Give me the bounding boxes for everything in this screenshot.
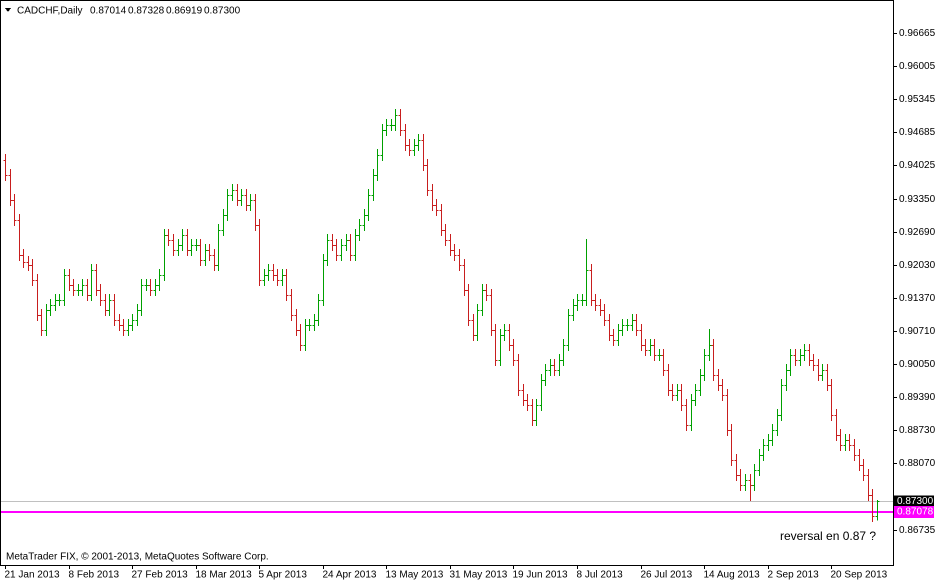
x-tick-label: 8 Feb 2013 (69, 570, 120, 581)
y-tick-label: 0.88730 (899, 425, 935, 436)
x-tick-label: 2 Sep 2013 (768, 570, 820, 581)
x-tick-label: 19 Jun 2013 (513, 570, 568, 581)
title-low: 0.86919 (166, 6, 203, 17)
chart-title: CADCHF,Daily (17, 6, 83, 17)
y-tick-label: 0.94025 (899, 160, 935, 171)
hline-label: 0.87078 (897, 507, 934, 518)
x-tick-label: 27 Feb 2013 (132, 570, 189, 581)
x-tick-label: 21 Jan 2013 (5, 570, 60, 581)
x-tick-label: 31 May 2013 (450, 570, 508, 581)
footer: MetaTrader FIX, © 2001-2013, MetaQuotes … (6, 552, 269, 563)
y-tick-label: 0.93350 (899, 194, 935, 205)
title-high: 0.87328 (128, 6, 165, 17)
y-tick-label: 0.91370 (899, 293, 935, 304)
y-tick-label: 0.96005 (899, 61, 935, 72)
y-tick-label: 0.95345 (899, 94, 935, 105)
price-label: 0.87300 (897, 496, 934, 507)
y-tick-label: 0.94685 (899, 127, 935, 138)
hline-box (894, 506, 934, 518)
y-tick-label: 0.88070 (899, 458, 935, 469)
menu-arrow[interactable] (5, 8, 11, 12)
y-tick-label: 0.92030 (899, 260, 935, 271)
y-tick-label: 0.89390 (899, 392, 935, 403)
x-tick-label: 8 Jul 2013 (577, 570, 624, 581)
plot-frame (0, 0, 894, 566)
x-tick-label: 24 Apr 2013 (323, 570, 377, 581)
price-box (894, 495, 934, 508)
x-tick-label: 5 Apr 2013 (259, 570, 308, 581)
y-tick-label: 0.92690 (899, 227, 935, 238)
x-tick-label: 20 Sep 2013 (831, 570, 888, 581)
y-tick-label: 0.90050 (899, 359, 935, 370)
y-tick-label: 0.86735 (899, 525, 935, 536)
x-tick-label: 18 Mar 2013 (196, 570, 253, 581)
title-open: 0.87014 (90, 6, 127, 17)
x-tick-label: 26 Jul 2013 (641, 570, 693, 581)
title-close: 0.87300 (204, 6, 241, 17)
y-tick-label: 0.96665 (899, 28, 935, 39)
x-tick-label: 13 May 2013 (386, 570, 444, 581)
x-tick-label: 14 Aug 2013 (704, 570, 761, 581)
annotation: reversal en 0.87 ? (780, 529, 876, 543)
y-tick-label: 0.90710 (899, 326, 935, 337)
